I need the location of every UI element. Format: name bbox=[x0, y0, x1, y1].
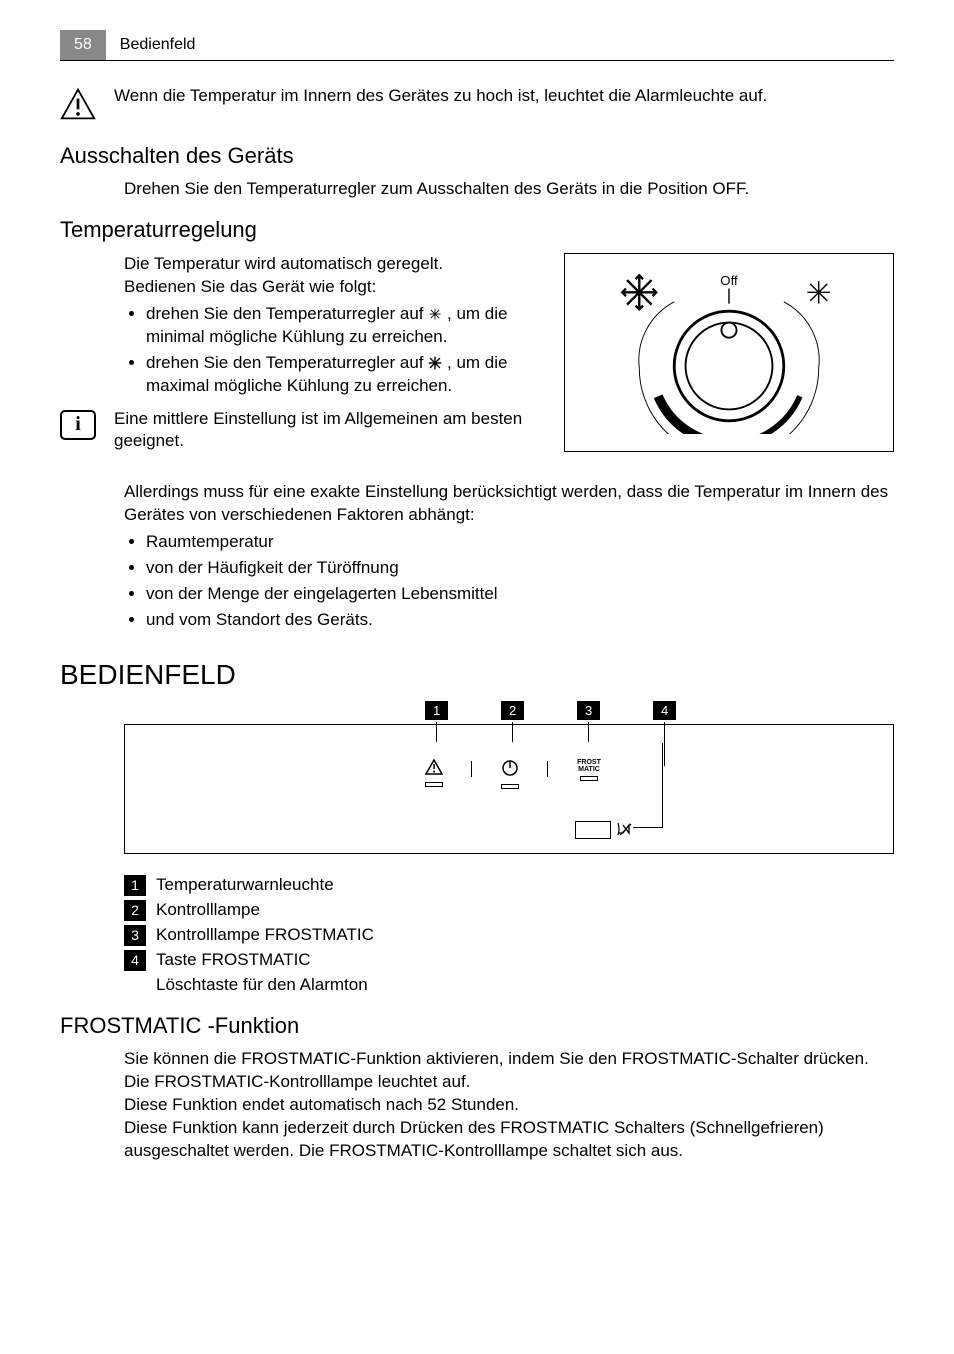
indicator-frostmatic: FROST MATIC bbox=[569, 759, 609, 781]
power-icon bbox=[501, 759, 519, 777]
warning-triangle-icon bbox=[425, 759, 443, 775]
temp-line1: Die Temperatur wird automatisch geregelt… bbox=[124, 253, 544, 276]
info-icon: i bbox=[60, 410, 96, 440]
snowflake-small-icon bbox=[428, 307, 442, 321]
callout-4: 4 bbox=[653, 699, 676, 766]
warning-text: Wenn die Temperatur im Innern des Geräte… bbox=[114, 85, 767, 108]
indicator-power bbox=[501, 759, 519, 790]
frostmatic-p1: Sie können die FROSTMATIC-Funktion aktiv… bbox=[124, 1048, 894, 1071]
frostmatic-button[interactable] bbox=[575, 821, 611, 839]
heading-ausschalten: Ausschalten des Geräts bbox=[60, 141, 894, 171]
legend-item: 4 Taste FROSTMATIC bbox=[124, 949, 894, 972]
text-ausschalten: Drehen Sie den Temperaturregler zum Auss… bbox=[124, 178, 894, 201]
callout-2: 2 bbox=[501, 699, 524, 742]
legend-item: 1 Temperaturwarnleuchte bbox=[124, 874, 894, 897]
temp-bullet-max: drehen Sie den Temperaturregler auf , um… bbox=[146, 352, 544, 398]
temperature-dial-icon: Off bbox=[579, 264, 879, 434]
heading-bedienfeld: BEDIENFELD bbox=[60, 656, 894, 694]
warning-block: Wenn die Temperatur im Innern des Geräte… bbox=[60, 85, 894, 121]
factors-list: Raumtemperatur von der Häufigkeit der Tü… bbox=[146, 531, 894, 632]
frostmatic-p4: Diese Funktion kann jederzeit durch Drüc… bbox=[124, 1117, 894, 1163]
alarm-off-icon bbox=[617, 821, 635, 837]
legend-extra: Löschtaste für den Alarmton bbox=[156, 974, 894, 997]
temp-line2: Bedienen Sie das Gerät wie folgt: bbox=[124, 276, 544, 299]
legend-item: 2 Kontrolllampe bbox=[124, 899, 894, 922]
indicator-warning bbox=[425, 759, 443, 788]
callout-3: 3 bbox=[577, 699, 600, 742]
temp-bullet-min: drehen Sie den Temperaturregler auf , um… bbox=[146, 303, 544, 349]
info-note-block: i Eine mittlere Einstellung ist im Allge… bbox=[60, 408, 544, 454]
callout-1: 1 bbox=[425, 699, 448, 742]
snowflake-large-icon bbox=[428, 356, 442, 370]
temp-bullets: drehen Sie den Temperaturregler auf , um… bbox=[146, 303, 544, 398]
heading-frostmatic: FROSTMATIC -Funktion bbox=[60, 1011, 894, 1041]
factors-intro: Allerdings muss für eine exakte Einstell… bbox=[124, 481, 894, 527]
control-panel-figure: 1 2 3 4 bbox=[124, 724, 894, 854]
frostmatic-p3: Diese Funktion endet automatisch nach 52… bbox=[124, 1094, 894, 1117]
warning-triangle-icon bbox=[60, 87, 96, 121]
factor-item: Raumtemperatur bbox=[146, 531, 894, 554]
legend-item: 3 Kontrolllampe FROSTMATIC bbox=[124, 924, 894, 947]
dial-figure: Off bbox=[564, 253, 894, 452]
page-header: 58 Bedienfeld bbox=[60, 30, 894, 61]
factor-item: von der Häufigkeit der Türöffnung bbox=[146, 557, 894, 580]
panel-legend: 1 Temperaturwarnleuchte 2 Kontrolllampe … bbox=[124, 874, 894, 997]
factor-item: von der Menge der eingelagerten Lebensmi… bbox=[146, 583, 894, 606]
dial-off-label: Off bbox=[720, 273, 738, 288]
frostmatic-p2: Die FROSTMATIC-Kontrolllampe leuchtet au… bbox=[124, 1071, 894, 1094]
heading-temperaturregelung: Temperaturregelung bbox=[60, 215, 894, 245]
factor-item: und vom Standort des Geräts. bbox=[146, 609, 894, 632]
page-number: 58 bbox=[60, 30, 106, 60]
header-section-title: Bedienfeld bbox=[106, 30, 210, 60]
info-note-text: Eine mittlere Einstellung ist im Allgeme… bbox=[114, 408, 544, 454]
